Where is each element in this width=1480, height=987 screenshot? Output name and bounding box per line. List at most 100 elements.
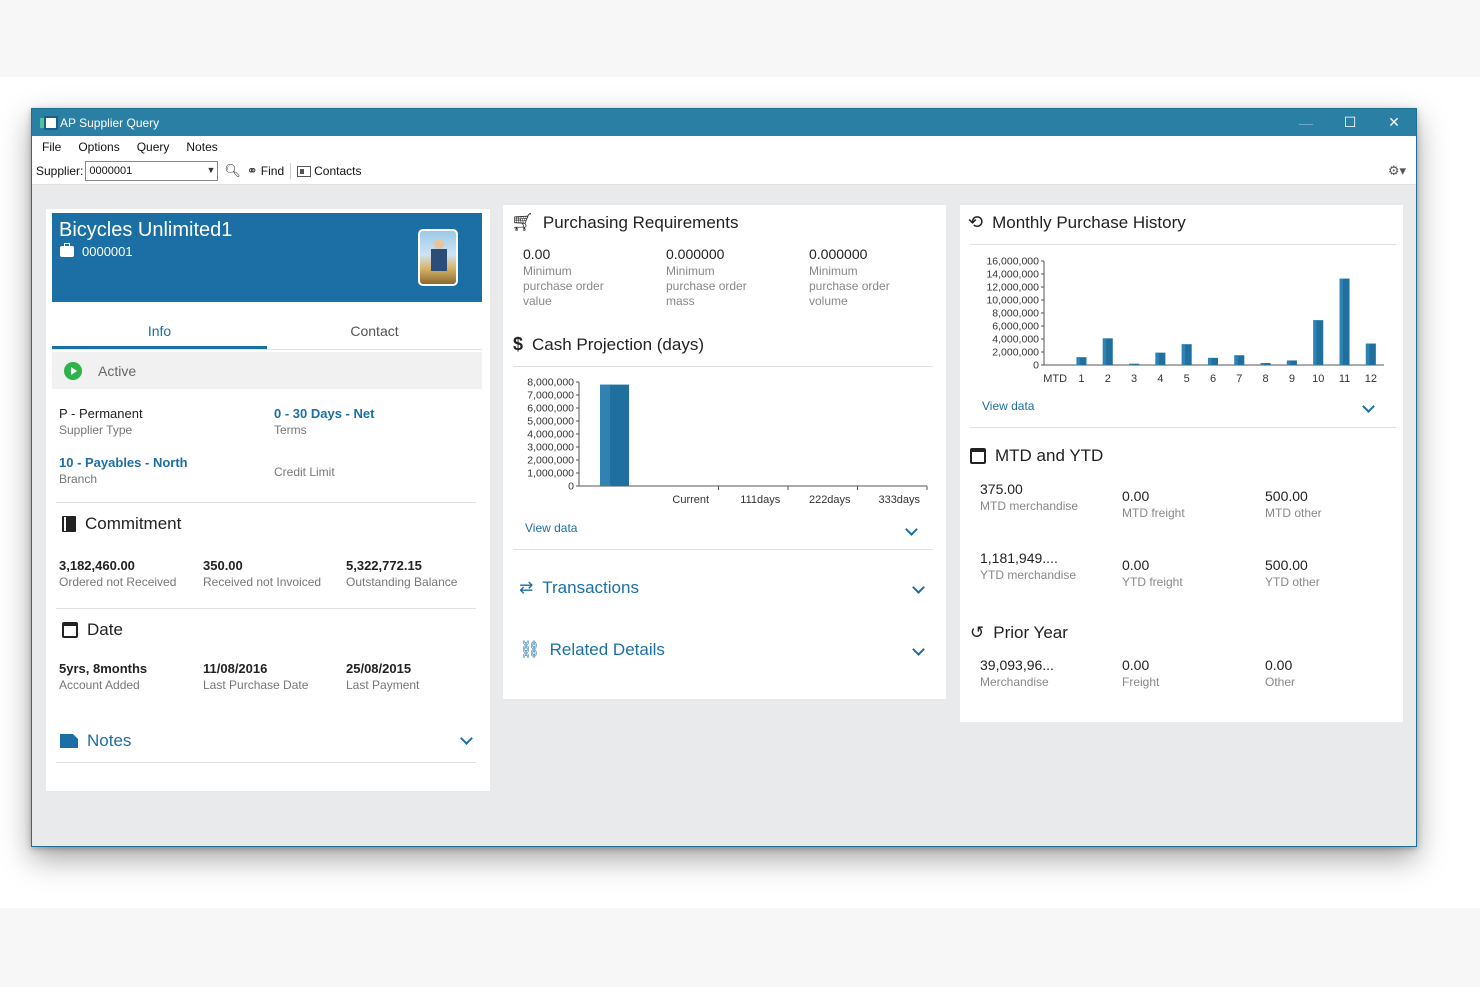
supplier-input[interactable]: 0000001 ▼ <box>85 161 219 181</box>
search-icon[interactable]: 🔍︎ <box>224 163 241 178</box>
y-tick-label: 3,000,000 <box>527 442 574 454</box>
prior-freight-value: 0.00 <box>1122 657 1150 673</box>
purchasing-title: 🛒︎ Purchasing Requirements <box>511 212 738 233</box>
bar-highlight <box>1155 352 1159 365</box>
received-label: Received not Invoiced <box>203 575 322 589</box>
tabs-divider <box>52 349 482 350</box>
account-added: 5yrs, 8months Account Added <box>59 661 147 692</box>
chevron-down-icon[interactable] <box>460 732 473 745</box>
branch-value[interactable]: 10 - Payables - North <box>59 455 188 470</box>
contacts-icon[interactable] <box>297 165 312 177</box>
bar-highlight <box>1365 343 1370 365</box>
settings-tool-icon[interactable]: ⚙▾ <box>1387 163 1406 178</box>
tab-contact[interactable]: Contact <box>350 323 399 339</box>
bar-highlight <box>1286 360 1291 365</box>
mtd-other: 500.00 MTD other <box>1265 488 1375 521</box>
y-tick-label: 8,000,000 <box>992 308 1039 320</box>
prior-other: 0.00 Other <box>1265 657 1375 690</box>
related-details-section[interactable]: ⛓ Related Details <box>519 640 665 660</box>
transactions-title-text: Transactions <box>542 578 639 597</box>
menu-query[interactable]: Query <box>136 140 170 154</box>
purchasing-item-value: 0.000000 <box>666 246 725 262</box>
y-tick-label: 0 <box>1033 360 1039 372</box>
chevron-down-icon[interactable] <box>912 643 925 656</box>
ytd-other-value: 500.00 <box>1265 557 1308 573</box>
divider <box>970 427 1396 428</box>
bar-highlight <box>1102 338 1107 365</box>
y-tick-label: 1,000,000 <box>527 468 574 480</box>
x-tick-label: Current <box>672 494 709 506</box>
mtd-other-value: 500.00 <box>1265 488 1308 504</box>
y-tick-label: 12,000,000 <box>986 282 1039 294</box>
find-button[interactable]: Find <box>260 164 285 178</box>
y-tick-label: 0 <box>568 481 574 493</box>
divider <box>970 244 1396 245</box>
refresh-icon: ↺ <box>970 623 985 642</box>
close-button[interactable]: ✕ <box>1388 114 1400 130</box>
bar <box>1339 278 1350 365</box>
chevron-down-icon[interactable] <box>912 581 925 594</box>
dollar-icon: $ <box>513 334 524 354</box>
tab-info[interactable]: Info <box>52 319 267 349</box>
app-window: AP Supplier Query — ☐ ✕ File Options Que… <box>31 108 1417 847</box>
divider <box>56 502 476 503</box>
supplier-name: Bicycles Unlimited1 <box>59 219 233 241</box>
commitment-title-text: Commitment <box>85 514 182 533</box>
contacts-button[interactable]: Contacts <box>314 164 362 178</box>
notes-icon <box>60 734 78 748</box>
binoculars-icon[interactable]: ⚭ <box>246 163 258 178</box>
toolbar-separator <box>290 163 292 179</box>
branch-label: Branch <box>59 472 98 486</box>
chevron-down-icon[interactable]: ▼ <box>206 165 216 175</box>
book-icon <box>62 516 76 532</box>
app-icon <box>40 115 58 130</box>
last-purchase-value: 11/08/2016 <box>203 661 268 676</box>
last-purchase-label: Last Purchase Date <box>203 678 309 692</box>
background-band-top <box>0 0 1480 77</box>
menu-notes[interactable]: Notes <box>186 140 218 154</box>
divider <box>513 549 933 550</box>
monthly-history-chart: 16,000,00014,000,00012,000,00010,000,000… <box>986 256 1384 385</box>
y-tick-label: 6,000,000 <box>992 321 1039 333</box>
cart-icon: 🛒︎ <box>511 212 534 232</box>
briefcase-icon <box>60 243 74 257</box>
supplier-card: Bicycles Unlimited1 0000001 Info Contact… <box>46 209 490 791</box>
cash-view-data-link[interactable]: View data <box>525 521 578 535</box>
purchasing-title-text: Purchasing Requirements <box>542 212 739 232</box>
purchasing-item-value: 0.000000 <box>809 246 868 262</box>
mtd-freight-label: MTD freight <box>1122 506 1185 520</box>
terms-value[interactable]: 0 - 30 Days - Net <box>274 406 375 421</box>
x-tick-label: 333days <box>878 494 920 506</box>
y-tick-label: 10,000,000 <box>986 295 1039 307</box>
x-tick-label: 222days <box>809 494 851 506</box>
monthly-history-title: ⟲ Monthly Purchase History <box>968 212 1186 233</box>
bar <box>1260 363 1271 365</box>
y-tick-label: 7,000,000 <box>527 390 574 402</box>
menu-options[interactable]: Options <box>78 140 120 154</box>
credit-limit-label: Credit Limit <box>274 465 335 479</box>
maximize-button[interactable]: ☐ <box>1343 114 1357 130</box>
last-purchase-date: 11/08/2016 Last Purchase Date <box>203 661 308 692</box>
bar <box>1234 355 1245 365</box>
ordered-value: 3,182,460.00 <box>59 558 135 573</box>
supplier-input-value: 0000001 <box>89 165 133 177</box>
monthly-history-title-text: Monthly Purchase History <box>992 212 1186 232</box>
ytd-freight-label: YTD freight <box>1122 575 1183 589</box>
y-tick-label: 2,000,000 <box>992 347 1039 359</box>
minimize-button[interactable]: — <box>1299 114 1313 131</box>
chevron-down-icon[interactable] <box>1362 400 1375 413</box>
ytd-merchandise-value: 1,181,949.... <box>980 550 1058 566</box>
chevron-down-icon[interactable] <box>905 523 918 536</box>
prior-other-value: 0.00 <box>1265 657 1293 673</box>
menu-file[interactable]: File <box>42 140 62 154</box>
supplier-type-label: Supplier Type <box>59 423 133 437</box>
status-text: Active <box>98 362 137 379</box>
bar <box>1365 343 1376 365</box>
ordered-label: Ordered not Received <box>59 575 177 589</box>
notes-title-text: Notes <box>87 731 132 750</box>
transactions-section[interactable]: ⇄ Transactions <box>519 578 639 598</box>
monthly-view-data-link[interactable]: View data <box>982 399 1035 413</box>
ordered-not-received: 3,182,460.00 Ordered not Received <box>59 558 176 589</box>
toolbar: Supplier: 0000001 ▼ 🔍︎ ⚭ Find Contacts ⚙… <box>32 158 1416 185</box>
notes-section[interactable]: Notes <box>60 731 131 751</box>
